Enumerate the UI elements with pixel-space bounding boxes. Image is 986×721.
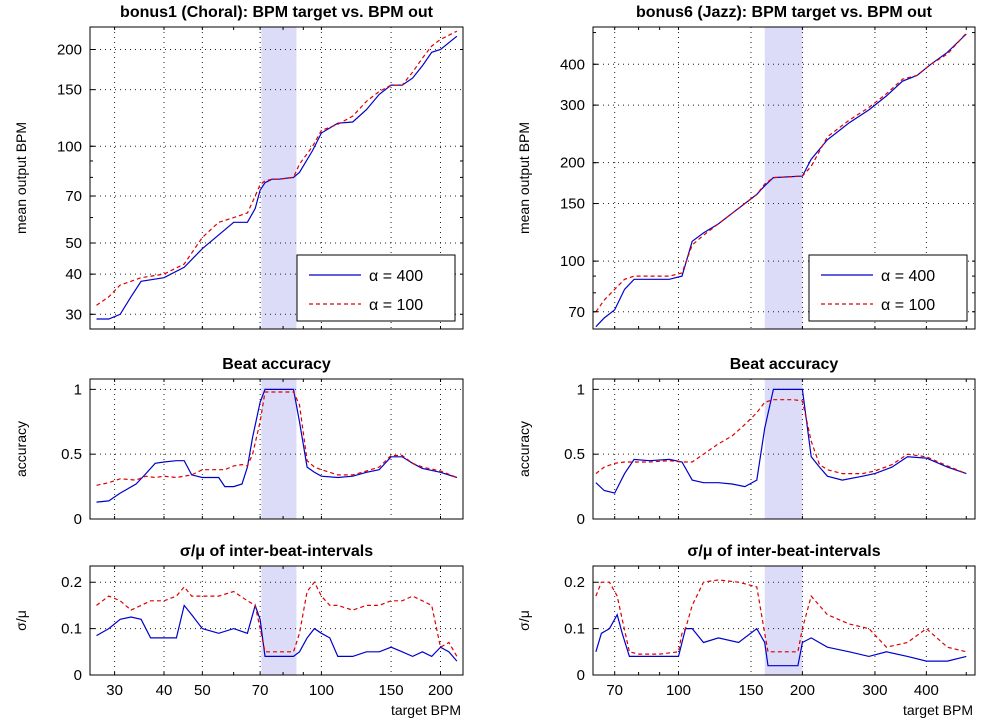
plot-frame bbox=[89, 565, 464, 676]
legend-box bbox=[808, 254, 968, 322]
y-tick-label: 0 bbox=[577, 667, 585, 684]
plot-frame bbox=[89, 378, 464, 520]
chart-title: Beat accuracy bbox=[222, 356, 331, 373]
chart-title: bonus6 (Jazz): BPM target vs. BPM out bbox=[636, 4, 933, 21]
legend: α = 400 α = 100 bbox=[296, 254, 456, 322]
x-tick-label: 200 bbox=[790, 682, 815, 699]
x-tick-label: 150 bbox=[379, 682, 404, 699]
y-axis-label: σ/μ bbox=[516, 610, 532, 631]
x-tick-label: 30 bbox=[106, 682, 123, 699]
legend: α = 400 α = 100 bbox=[808, 254, 968, 322]
chart-panel-3: 0 0.5 1 Beat accuracy accuracy bbox=[13, 356, 464, 528]
y-tick-label: 300 bbox=[560, 97, 585, 114]
legend-label-2: α = 100 bbox=[369, 297, 423, 314]
y-tick-label: 0.2 bbox=[61, 574, 82, 591]
chart-panel-6: 0 0.1 0.2 70 100 150 200 300 400 σ/μ of inter-bea… bbox=[516, 543, 976, 718]
y-tick-label: 0.1 bbox=[564, 621, 585, 638]
x-tick-label: 100 bbox=[666, 682, 691, 699]
shaded-band bbox=[764, 566, 803, 675]
y-tick-label: 50 bbox=[65, 235, 82, 252]
y-tick-label: 100 bbox=[57, 138, 82, 155]
x-tick-label: 70 bbox=[252, 682, 269, 699]
y-axis-label: σ/μ bbox=[13, 610, 29, 631]
series-line-2 bbox=[595, 32, 967, 313]
plot-frame bbox=[592, 26, 976, 330]
x-axis-label: target BPM bbox=[391, 702, 461, 718]
x-tick-label: 50 bbox=[194, 682, 211, 699]
y-tick-label: 150 bbox=[57, 82, 82, 99]
y-tick-label: 0 bbox=[577, 511, 585, 528]
y-tick-label: 100 bbox=[560, 253, 585, 270]
x-tick-label: 200 bbox=[428, 682, 453, 699]
chart-panel-4: 0 0.5 1 Beat accuracy accuracy bbox=[516, 356, 976, 528]
y-tick-label: 30 bbox=[65, 306, 82, 323]
series-line-2 bbox=[595, 579, 967, 655]
y-tick-label: 400 bbox=[560, 56, 585, 73]
x-tick-label: 400 bbox=[914, 682, 939, 699]
y-tick-label: 1 bbox=[577, 381, 585, 398]
chart-title: bonus1 (Choral): BPM target vs. BPM out bbox=[120, 4, 434, 21]
chart-panel-2: 70 100 150 200 300 400 bonus6 (Jazz): BPM targ… bbox=[516, 4, 976, 330]
y-tick-label: 70 bbox=[568, 304, 585, 321]
chart-title: σ/μ of inter-beat-intervals bbox=[180, 543, 373, 560]
y-tick-label: 0 bbox=[74, 511, 82, 528]
chart-title: Beat accuracy bbox=[730, 356, 839, 373]
y-axis-label: accuracy bbox=[516, 421, 532, 477]
series-line-2 bbox=[96, 30, 458, 306]
y-tick-label: 200 bbox=[560, 155, 585, 172]
legend-label-1: α = 400 bbox=[369, 268, 423, 285]
y-axis-label: mean output BPM bbox=[516, 122, 532, 234]
plot-frame bbox=[89, 26, 464, 330]
y-tick-label: 40 bbox=[65, 266, 82, 283]
chart-panel-1: 30 40 50 70 100 150 200 bonus1 (Choral): BPM ta… bbox=[13, 4, 464, 330]
plot-frame bbox=[592, 565, 976, 676]
x-tick-label: 150 bbox=[738, 682, 763, 699]
y-tick-label: 150 bbox=[560, 196, 585, 213]
shaded-band bbox=[261, 379, 297, 519]
series-line-2 bbox=[96, 581, 458, 657]
chart-panel-5: 0 0.1 0.2 30 40 50 70 100 150 200 σ/μ of inter-bea… bbox=[13, 543, 464, 718]
y-axis-label: mean output BPM bbox=[13, 122, 29, 234]
shaded-band bbox=[764, 27, 803, 329]
chart-title: σ/μ of inter-beat-intervals bbox=[687, 543, 880, 560]
y-tick-label: 70 bbox=[65, 188, 82, 205]
series-line-1 bbox=[96, 603, 458, 662]
y-tick-label: 0.5 bbox=[564, 446, 585, 463]
legend-label-1: α = 400 bbox=[881, 268, 935, 285]
series-line-1 bbox=[595, 613, 967, 667]
series-line-2 bbox=[595, 399, 967, 475]
y-tick-label: 0 bbox=[74, 667, 82, 684]
x-axis-label: target BPM bbox=[903, 702, 973, 718]
series-line-1 bbox=[96, 388, 458, 503]
y-tick-label: 0.1 bbox=[61, 621, 82, 638]
x-tick-label: 40 bbox=[156, 682, 173, 699]
y-tick-label: 0.2 bbox=[564, 574, 585, 591]
legend-box bbox=[296, 254, 456, 322]
x-tick-label: 70 bbox=[606, 682, 623, 699]
y-tick-label: 1 bbox=[74, 381, 82, 398]
y-axis-label: accuracy bbox=[13, 421, 29, 477]
y-tick-label: 0.5 bbox=[61, 446, 82, 463]
x-tick-label: 300 bbox=[862, 682, 887, 699]
shaded-band bbox=[261, 566, 297, 675]
series-line-1 bbox=[595, 388, 967, 494]
plot-frame bbox=[592, 378, 976, 520]
y-tick-label: 200 bbox=[57, 42, 82, 59]
x-tick-label: 100 bbox=[309, 682, 334, 699]
legend-label-2: α = 100 bbox=[881, 297, 935, 314]
